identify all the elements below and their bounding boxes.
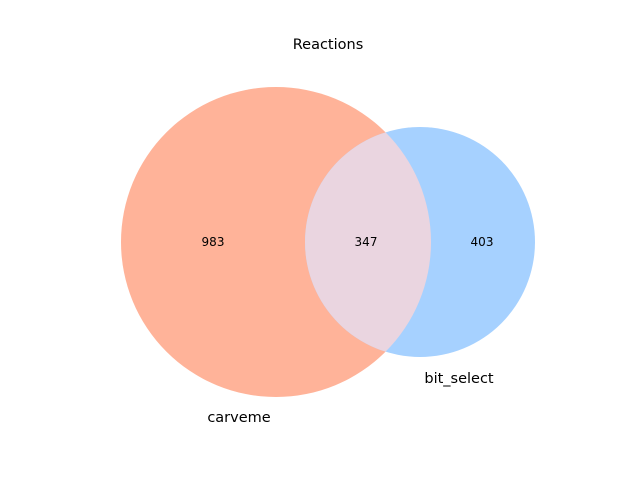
diagram-title: Reactions [293, 37, 364, 53]
right-only-count: 403 [471, 235, 494, 249]
overlap-region [305, 127, 431, 357]
left-set-label: carveme [207, 410, 270, 426]
left-only-count: 983 [202, 235, 225, 249]
overlap-count: 347 [355, 235, 378, 249]
right-set-label: bit_select [424, 371, 494, 387]
